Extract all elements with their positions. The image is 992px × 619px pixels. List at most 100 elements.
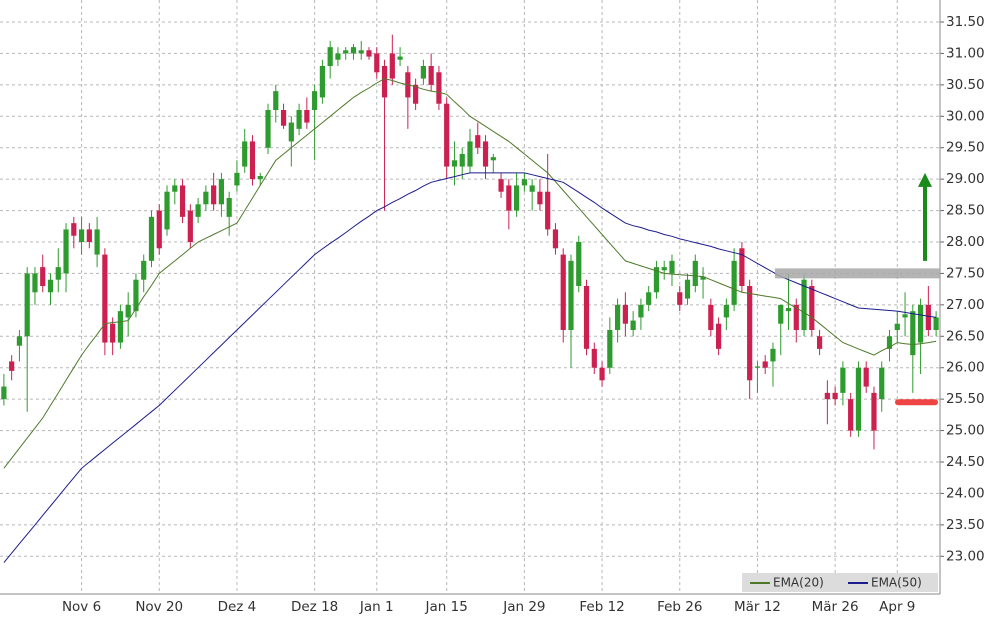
candle-body — [265, 110, 271, 148]
candle-body — [148, 216, 155, 261]
candle-body — [444, 103, 450, 167]
candle-body — [249, 141, 256, 180]
candle-body — [389, 53, 395, 79]
y-tick-label: 28.00 — [946, 234, 985, 250]
candle-body — [16, 336, 23, 346]
candle-body — [692, 260, 698, 286]
y-tick-label: 27.50 — [946, 265, 985, 281]
candle-body — [762, 361, 768, 368]
candle-body — [646, 292, 652, 305]
y-tick-label: 31.50 — [946, 14, 985, 30]
candle-body — [94, 229, 100, 255]
y-tick-label: 25.00 — [946, 423, 985, 439]
candle-body — [86, 229, 92, 242]
x-tick-label: Dez 4 — [218, 599, 257, 615]
candle-body — [599, 367, 605, 381]
candle-body — [32, 273, 38, 293]
candle-body — [350, 47, 357, 54]
candle-body — [428, 66, 434, 85]
candle-body — [47, 279, 54, 293]
y-tick-label: 23.00 — [946, 548, 985, 564]
candle-body — [203, 191, 209, 205]
candle-body — [661, 267, 667, 271]
candle-body — [78, 229, 85, 242]
candle-body — [226, 198, 232, 217]
y-tick-label: 24.50 — [946, 454, 985, 470]
candle-body — [677, 292, 683, 305]
candle-body — [381, 66, 388, 98]
candle-body — [560, 254, 566, 330]
candle-body — [832, 392, 838, 400]
candle-body — [273, 91, 279, 110]
candle-body — [731, 260, 737, 305]
candle-body — [879, 367, 885, 400]
candle-body — [925, 304, 931, 330]
candle-body — [622, 304, 628, 324]
x-tick-label: Feb 12 — [579, 599, 624, 615]
x-tick-label: Nov 6 — [62, 599, 101, 615]
candle-body — [933, 317, 939, 330]
y-tick-label: 26.00 — [946, 360, 985, 376]
candle-body — [902, 314, 908, 318]
candle-body — [754, 366, 761, 368]
x-tick-label: Jan 29 — [502, 599, 545, 615]
y-tick-label: 29.00 — [946, 171, 985, 187]
candle-body — [824, 392, 830, 400]
y-tick-label: 30.00 — [946, 108, 985, 124]
legend-label: EMA(50) — [871, 576, 922, 590]
candle-body — [211, 185, 217, 205]
y-tick-label: 29.50 — [946, 140, 985, 156]
candle-body — [848, 399, 854, 431]
y-tick-label: 23.50 — [946, 517, 985, 533]
candle-body — [739, 248, 745, 286]
candle-body — [327, 47, 333, 66]
candle-body — [514, 185, 520, 211]
candle-body — [871, 392, 877, 431]
candle-body — [521, 179, 527, 186]
candle-body — [715, 323, 722, 349]
candle-body — [910, 311, 916, 356]
candle-body — [700, 276, 706, 280]
candle-body — [809, 286, 815, 330]
x-tick-label: Mär 12 — [734, 599, 781, 615]
candle-body — [770, 348, 776, 362]
candle-body — [793, 304, 799, 330]
candle-body — [840, 367, 846, 393]
candle-body — [179, 185, 186, 217]
candle-body — [319, 66, 325, 98]
candle-body — [110, 323, 116, 343]
candle-body — [894, 323, 900, 330]
candle-body — [141, 260, 147, 280]
candle-body — [164, 191, 170, 230]
candle-body — [63, 229, 69, 274]
candle-body — [358, 50, 364, 54]
candle-body — [552, 229, 559, 249]
candle-body — [816, 336, 823, 349]
candle-body — [459, 154, 465, 167]
candle-body — [545, 191, 551, 230]
candle-body — [71, 223, 77, 236]
candle-body — [312, 91, 318, 110]
x-tick-label: Feb 26 — [657, 599, 702, 615]
candle-body — [234, 172, 240, 186]
candle-body — [785, 308, 792, 312]
candle-body — [638, 304, 644, 318]
candle-body — [801, 279, 807, 330]
y-tick-label: 25.50 — [946, 391, 985, 407]
candle-body — [723, 304, 729, 318]
candle-body — [280, 110, 287, 126]
candle-body — [156, 210, 162, 249]
candle-body — [436, 72, 442, 104]
legend-box — [742, 573, 938, 592]
candle-body — [1, 386, 7, 400]
candle-body — [413, 84, 419, 104]
x-tick-label: Mär 26 — [812, 599, 859, 615]
candle-body — [917, 304, 924, 343]
candle-body — [366, 50, 372, 57]
candle-body — [125, 304, 131, 318]
candle-body — [529, 185, 535, 192]
candle-body — [397, 56, 403, 60]
candle-body — [55, 267, 61, 280]
candle-body — [451, 160, 458, 167]
candle-body — [537, 191, 543, 205]
